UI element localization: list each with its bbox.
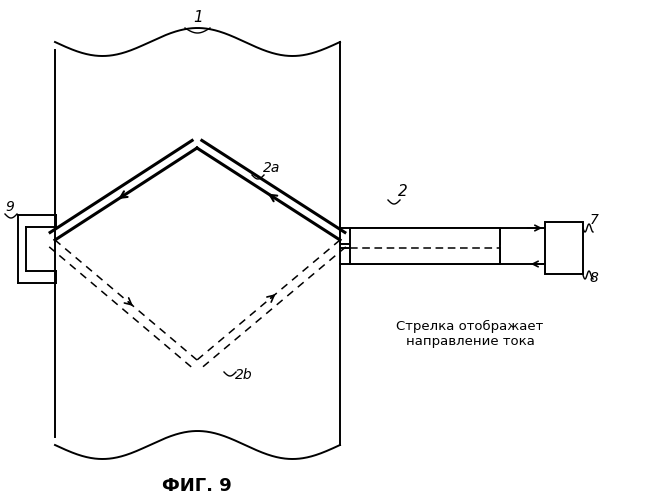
- Text: 2: 2: [398, 184, 408, 200]
- Text: 7: 7: [590, 213, 599, 227]
- Bar: [350, 228, 500, 264]
- Bar: [545, 222, 583, 274]
- Text: Стрелка отображает
направление тока: Стрелка отображает направление тока: [396, 320, 544, 348]
- Text: 2a: 2a: [263, 161, 280, 175]
- Text: ФИГ. 9: ФИГ. 9: [162, 477, 232, 495]
- Text: 1: 1: [193, 10, 203, 26]
- Text: 9: 9: [5, 200, 14, 214]
- Text: 2b: 2b: [235, 368, 253, 382]
- Text: 8: 8: [590, 271, 599, 285]
